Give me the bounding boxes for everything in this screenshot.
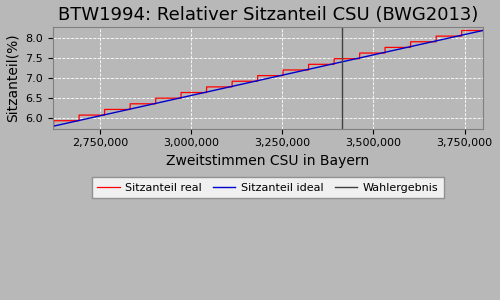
Sitzanteil real	[233, 80, 239, 83]
Sitzanteil ideal	[480, 29, 486, 32]
Sitzanteil ideal	[98, 114, 104, 117]
Sitzanteil real	[480, 29, 486, 32]
Sitzanteil real	[458, 29, 464, 32]
X-axis label: Zweitstimmen CSU in Bayern: Zweitstimmen CSU in Bayern	[166, 154, 370, 168]
Sitzanteil real	[98, 113, 104, 117]
Line: Sitzanteil real: Sitzanteil real	[52, 31, 483, 126]
Sitzanteil real	[124, 108, 130, 111]
Sitzanteil ideal	[124, 108, 130, 112]
Sitzanteil real	[214, 85, 220, 89]
Sitzanteil ideal	[233, 84, 239, 87]
Sitzanteil ideal	[214, 88, 220, 92]
Y-axis label: Sitzanteil(%): Sitzanteil(%)	[6, 33, 20, 122]
Line: Sitzanteil ideal: Sitzanteil ideal	[52, 31, 483, 126]
Sitzanteil real	[472, 29, 478, 32]
Title: BTW1994: Relativer Sitzanteil CSU (BWG2013): BTW1994: Relativer Sitzanteil CSU (BWG20…	[58, 6, 478, 24]
Sitzanteil real	[50, 124, 56, 128]
Sitzanteil ideal	[472, 31, 478, 34]
Sitzanteil ideal	[425, 41, 431, 44]
Sitzanteil real	[425, 40, 431, 44]
Legend: Sitzanteil real, Sitzanteil ideal, Wahlergebnis: Sitzanteil real, Sitzanteil ideal, Wahle…	[92, 177, 444, 198]
Sitzanteil ideal	[50, 124, 56, 128]
